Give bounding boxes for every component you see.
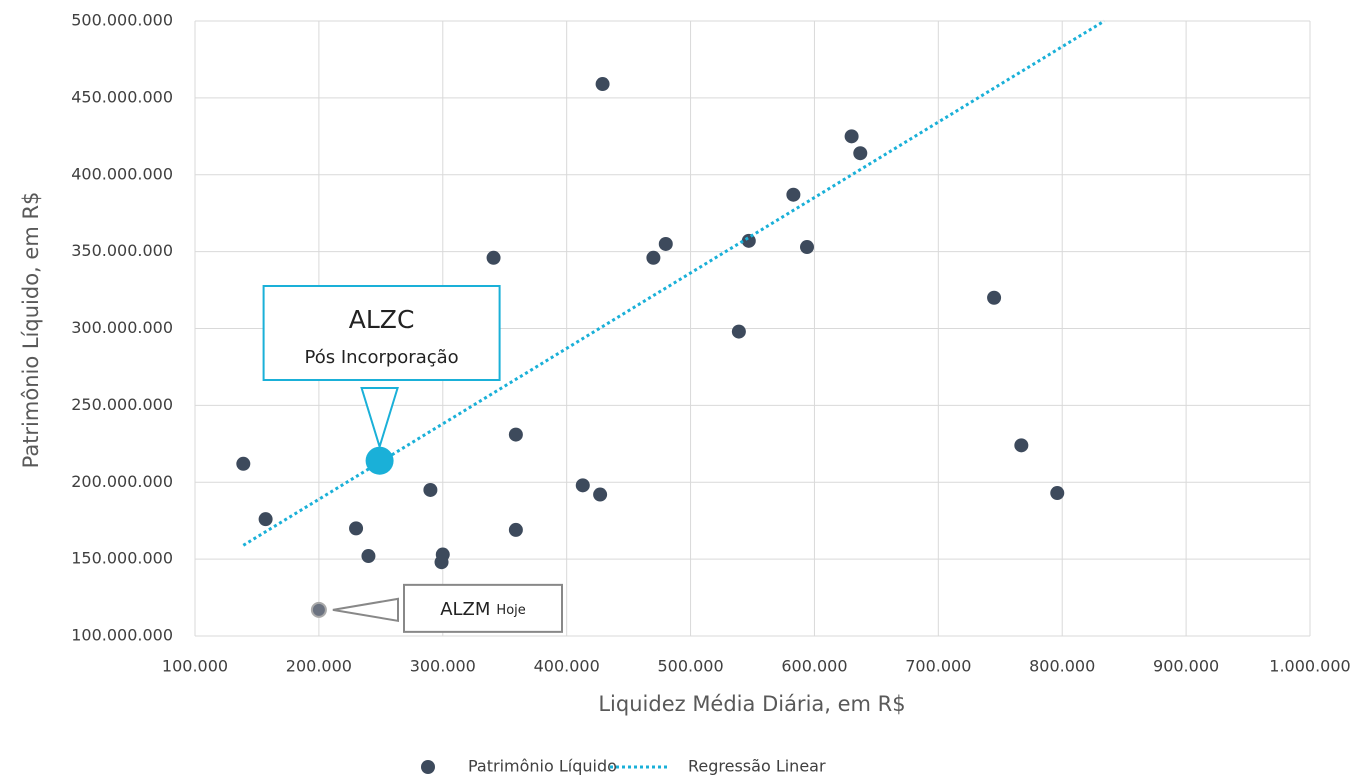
x-tick-label: 400.000 (534, 657, 600, 676)
x-tick-label: 900.000 (1153, 657, 1219, 676)
callout-title: ALZM Hoje (440, 599, 526, 620)
scatter-point (423, 482, 438, 497)
scatter-point (508, 427, 523, 442)
y-tick-label: 500.000.000 (71, 11, 173, 30)
y-tick-label: 450.000.000 (71, 87, 173, 106)
y-tick-label: 150.000.000 (71, 549, 173, 568)
x-tick-label: 700.000 (905, 657, 971, 676)
callout-pointer (332, 597, 399, 623)
scatter-point (434, 555, 449, 570)
x-tick-label: 100.000 (162, 657, 228, 676)
scatter-point (987, 290, 1002, 305)
y-tick-label: 400.000.000 (71, 164, 173, 183)
callout-subtitle: Hoje (496, 602, 525, 617)
callout-subtitle: Pós Incorporação (305, 347, 459, 368)
y-tick-label: 350.000.000 (71, 241, 173, 260)
scatter-point (844, 129, 859, 144)
scatter-point (1050, 486, 1065, 501)
x-tick-label: 800.000 (1029, 657, 1095, 676)
scatter-point (486, 250, 501, 265)
scatter-point (258, 512, 273, 527)
scatter-point (508, 522, 523, 537)
scatter-point (853, 146, 868, 161)
scatter-point (646, 250, 661, 265)
callout-box (262, 285, 501, 381)
callout-pointer (360, 387, 399, 451)
x-tick-label: 300.000 (410, 657, 476, 676)
callout-title: ALZC (349, 305, 415, 334)
scatter-point (658, 236, 673, 251)
scatter-point (1014, 438, 1029, 453)
scatter-point (595, 77, 610, 92)
y-tick-label: 300.000.000 (71, 318, 173, 337)
scatter-point (731, 324, 746, 339)
highlight-point (310, 601, 327, 618)
scatter-point (800, 240, 815, 255)
x-tick-label: 1.000.000 (1269, 657, 1350, 676)
x-axis-label: Liquidez Média Diária, em R$ (598, 692, 905, 716)
y-tick-label: 250.000.000 (71, 395, 173, 414)
callout-title-main: ALZM (440, 599, 490, 620)
legend-label: Patrimônio Líquido (468, 757, 617, 776)
scatter-point (786, 187, 801, 202)
y-tick-label: 200.000.000 (71, 472, 173, 491)
scatter-point (236, 456, 251, 471)
highlight-point (365, 446, 394, 475)
y-axis-label: Patrimônio Líquido, em R$ (19, 192, 43, 469)
scatter-point (575, 478, 590, 493)
scatter-point (361, 549, 376, 564)
y-tick-label: 100.000.000 (71, 626, 173, 645)
scatter-point (593, 487, 608, 502)
callout-box (403, 583, 563, 633)
legend-marker (421, 760, 435, 774)
scatter-point (349, 521, 364, 536)
legend-label: Regressão Linear (688, 757, 826, 776)
x-tick-label: 200.000 (286, 657, 352, 676)
x-tick-label: 600.000 (781, 657, 847, 676)
x-tick-label: 500.000 (657, 657, 723, 676)
scatter-point (741, 233, 756, 248)
